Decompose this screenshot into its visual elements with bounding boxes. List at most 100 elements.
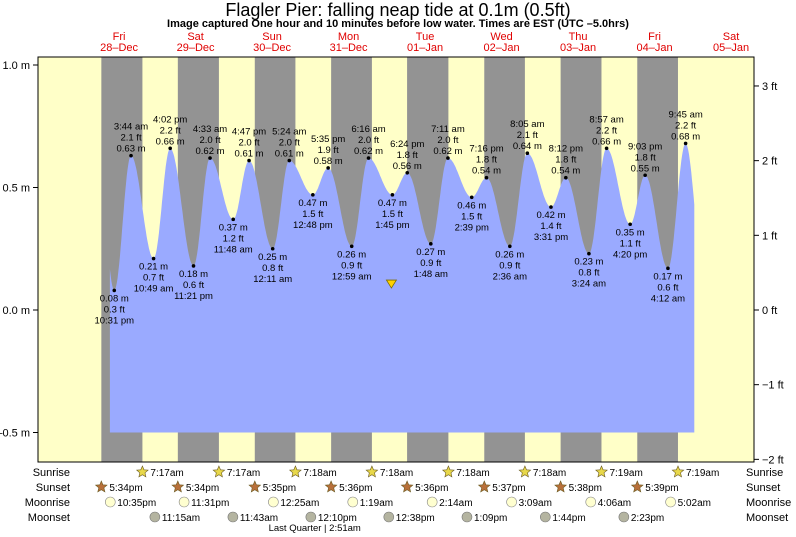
extreme-m-label: 0.64 m <box>513 141 542 152</box>
extreme-ft-label: 0.9 ft <box>499 260 520 271</box>
day-date-label: 02–Jan <box>484 42 520 54</box>
extreme-point <box>287 158 292 163</box>
extreme-ft-label: 1.5 ft <box>382 209 403 220</box>
extreme-point <box>683 141 688 146</box>
extreme-time-label: 9:03 pm <box>628 141 662 152</box>
extreme-point <box>643 173 647 178</box>
moonrise-icon <box>347 496 359 508</box>
moonset-time: 11:15am <box>162 513 200 524</box>
extreme-m-label: 0.17 m <box>653 271 682 282</box>
extreme-m-label: 0.26 m <box>337 249 366 260</box>
moonrise-time: 10:35pm <box>117 498 156 509</box>
extreme-point <box>366 156 371 160</box>
plot-border <box>37 56 755 463</box>
moonset-icon <box>461 511 473 523</box>
moonset-time: 11:43am <box>240 513 278 524</box>
y-tick-label-ft: 0 ft <box>762 305 777 317</box>
row-label-left: Sunset <box>36 482 70 494</box>
moonrise-time: 3:09am <box>519 498 552 509</box>
sunrise-time: 7:18am <box>303 468 336 479</box>
extreme-time-label: 5:24 am <box>272 127 306 138</box>
extreme-time-label: 12:11 am <box>253 274 292 285</box>
extreme-m-label: 0.62 m <box>433 146 462 157</box>
extreme-time-label: 4:12 am <box>651 293 685 304</box>
day-name-label: Fri <box>648 31 661 43</box>
extreme-time-label: 8:12 pm <box>549 144 583 155</box>
day-name-label: Tue <box>416 31 435 43</box>
row-label-right: Sunrise <box>746 467 783 479</box>
extreme-time-label: 9:45 am <box>668 109 702 120</box>
extreme-m-label: 0.61 m <box>235 149 264 160</box>
extreme-point <box>564 175 568 180</box>
sunrise-time: 7:19am <box>686 468 719 479</box>
extreme-point <box>168 146 172 151</box>
moonrise-time: 11:31pm <box>191 498 229 509</box>
extreme-ft-label: 1.8 ft <box>476 155 497 166</box>
extreme-ft-label: 1.8 ft <box>555 155 576 166</box>
day-name-label: Fri <box>113 31 126 43</box>
moonrise-time: 5:02am <box>678 498 711 509</box>
extreme-time-label: 12:48 pm <box>293 220 333 231</box>
moonset-time: 12:10pm <box>318 513 357 524</box>
moonrise-time: 12:25am <box>280 498 319 509</box>
day-date-label: 03–Jan <box>560 42 596 54</box>
sunrise-time: 7:18am <box>456 468 489 479</box>
extreme-time-label: 1:48 am <box>414 269 448 280</box>
extreme-point <box>151 256 156 261</box>
extreme-point <box>628 222 632 227</box>
row-label-left: Moonrise <box>25 497 70 509</box>
extreme-time-label: 10:49 am <box>134 284 174 295</box>
extreme-time-label: 7:11 am <box>431 124 465 135</box>
extreme-ft-label: 0.9 ft <box>341 260 362 271</box>
sunrise-icon <box>212 465 226 478</box>
moon-phase-label: Last Quarter | 2:51am <box>269 523 361 534</box>
plot-inner <box>38 57 754 462</box>
sunset-icon <box>94 480 108 493</box>
extreme-point <box>326 166 330 170</box>
moonset-icon <box>618 511 630 523</box>
extreme-m-label: 0.23 m <box>574 257 603 268</box>
y-tick-label-m: 0.5 m <box>2 183 30 195</box>
extreme-ft-label: 0.8 ft <box>578 268 599 279</box>
extreme-m-label: 0.08 m <box>100 293 129 304</box>
extreme-ft-label: 1.4 ft <box>540 221 561 232</box>
sunset-time: 5:38pm <box>569 483 602 494</box>
day-name-label: Mon <box>338 31 359 43</box>
extreme-time-label: 1:45 pm <box>375 220 409 231</box>
extreme-m-label: 0.47 m <box>298 198 327 209</box>
sunrise-time: 7:19am <box>609 468 642 479</box>
plot-area <box>37 56 755 463</box>
extreme-point <box>270 246 275 251</box>
y-tick-label-ft: −2 ft <box>762 454 784 466</box>
y-tick-label-ft: 3 ft <box>762 81 777 93</box>
extreme-point <box>390 193 395 197</box>
moonrise-time: 1:19am <box>360 498 393 509</box>
moonset-time: 1:44pm <box>552 513 585 524</box>
extreme-time-label: 4:47 pm <box>232 127 266 138</box>
y-tick-label-ft: 2 ft <box>762 156 777 168</box>
day-date-label: 01–Jan <box>407 42 443 54</box>
extreme-m-label: 0.56 m <box>393 161 422 172</box>
extreme-time-label: 3:44 am <box>114 122 148 133</box>
extreme-ft-label: 2.0 ft <box>279 138 300 149</box>
extreme-time-label: 2:39 pm <box>455 222 489 233</box>
extreme-point <box>587 251 591 256</box>
y-tick-label-m: 0.0 m <box>2 305 30 317</box>
moonset-time: 12:38pm <box>396 513 435 524</box>
moonrise-time: 4:06am <box>598 498 631 509</box>
extreme-ft-label: 2.0 ft <box>437 135 458 146</box>
extreme-m-label: 0.42 m <box>536 210 565 221</box>
extreme-ft-label: 0.3 ft <box>104 304 125 315</box>
row-label-left: Moonset <box>28 512 70 524</box>
sunrise-icon <box>671 465 685 478</box>
extreme-point <box>484 175 489 180</box>
moonset-icon <box>149 511 161 523</box>
extreme-ft-label: 0.8 ft <box>262 263 283 274</box>
y-tick-label-m: –0.5 m <box>0 428 30 440</box>
extreme-m-label: 0.35 m <box>616 227 645 238</box>
extreme-point <box>247 158 251 163</box>
y-tick-label-ft: 1 ft <box>762 230 777 242</box>
extreme-point <box>469 195 474 200</box>
